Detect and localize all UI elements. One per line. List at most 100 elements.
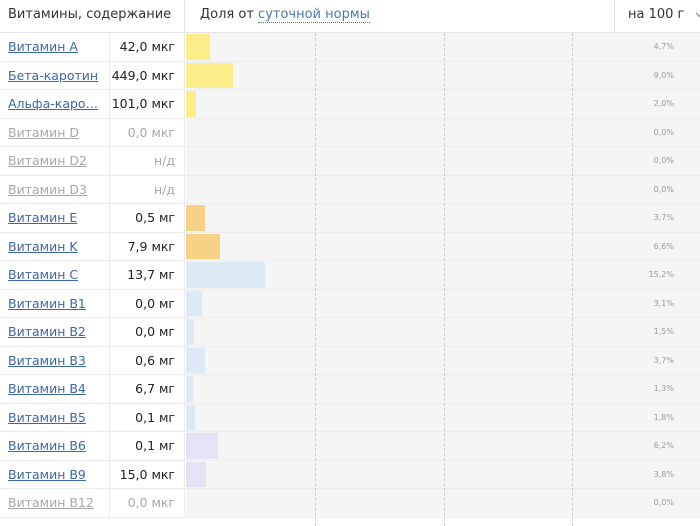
vitamin-value: н/д <box>110 147 185 175</box>
vitamin-value: 0,0 мг <box>110 289 185 317</box>
grid-line <box>444 33 445 526</box>
vitamin-name-link[interactable]: Витамин D <box>8 124 79 140</box>
vitamin-value: 449,0 мкг <box>110 61 185 89</box>
vitamin-value: 101,0 мкг <box>110 90 185 118</box>
vitamin-name-link[interactable]: Витамин B3 <box>8 352 86 368</box>
vitamin-value: 7,9 мкг <box>110 232 185 260</box>
table-row: Витамин A 42,0 мкг 4,7% <box>0 33 700 62</box>
table-row: Бета-каротин 449,0 мкг 9,0% <box>0 61 700 90</box>
vitamin-name-link[interactable]: Витамин B6 <box>8 438 86 453</box>
vitamin-name-link[interactable]: Витамин E <box>8 210 78 225</box>
daily-norm-link[interactable]: суточной нормы <box>258 7 370 23</box>
vitamin-name-cell: Витамин B6 <box>0 432 110 460</box>
share-bar <box>186 319 194 345</box>
table-row: Витамин B1 0,0 мг 3,1% <box>0 289 700 318</box>
vitamin-name-cell: Альфа-каро… <box>0 90 110 118</box>
share-bar <box>186 34 210 60</box>
grid-line <box>572 33 573 526</box>
vitamin-name-link[interactable]: Витамин B2 <box>8 324 86 339</box>
table-row: Витамин D 0,0 мкг 0,0% <box>0 118 700 147</box>
share-header: Доля от суточной нормы <box>200 0 370 32</box>
share-percent: 1,8% <box>653 412 674 422</box>
bar-track: 0,0% <box>186 489 700 517</box>
share-bar <box>186 233 220 259</box>
vitamin-name-cell: Витамин K <box>0 232 110 260</box>
share-bar <box>186 91 196 117</box>
share-percent: 2,0% <box>653 99 674 108</box>
table-row: Витамин B9 15,0 мкг 3,8% <box>0 460 700 489</box>
vitamin-name-link[interactable]: Витамин A <box>8 39 78 54</box>
vitamin-value: 0,1 мг <box>110 403 185 431</box>
vitamin-value: 0,1 мг <box>110 432 185 460</box>
share-percent: 3,8% <box>653 469 674 479</box>
share-percent: 0,0% <box>653 498 674 507</box>
vitamin-name-link[interactable]: Витамин B1 <box>8 295 86 311</box>
per-amount-dropdown[interactable]: на 100 г <box>614 0 700 32</box>
vitamin-value: 15,0 мкг <box>110 460 185 488</box>
bar-track: 0,0% <box>186 118 700 146</box>
share-percent: 1,5% <box>653 327 674 336</box>
share-prefix: Доля от <box>200 7 254 22</box>
vitamin-value: 0,0 мкг <box>110 118 185 146</box>
vitamin-value: 13,7 мг <box>110 261 185 289</box>
table-row: Витамин D3 н/д 0,0% <box>0 175 700 204</box>
grid-line <box>315 33 316 526</box>
vitamin-name-link[interactable]: Бета-каротин <box>8 67 99 83</box>
chevron-down-icon <box>695 12 700 18</box>
bar-track: 15,2% <box>186 261 700 289</box>
vitamin-name-cell: Витамин A <box>0 33 110 61</box>
table-header: Витамины, содержание Доля от суточной но… <box>0 0 700 33</box>
share-bar <box>186 62 233 88</box>
vitamin-name-link[interactable]: Витамин D3 <box>8 181 87 197</box>
bar-track: 0,0% <box>186 175 700 203</box>
vitamin-name-link[interactable]: Витамин B4 <box>8 381 86 396</box>
share-bar <box>186 347 205 373</box>
vitamin-value: 0,0 мкг <box>110 489 185 517</box>
vitamin-name-link[interactable]: Витамин C <box>8 267 79 282</box>
vitamin-name-link[interactable]: Альфа-каро… <box>8 96 99 111</box>
table-row: Витамин B6 0,1 мг 6,2% <box>0 432 700 461</box>
share-percent: 0,0% <box>653 184 674 194</box>
share-percent: 0,0% <box>653 156 674 165</box>
share-percent: 3,7% <box>653 213 674 222</box>
vitamin-value: 0,6 мг <box>110 346 185 374</box>
vitamin-value: 6,7 мг <box>110 375 185 403</box>
bar-track: 4,7% <box>186 33 700 61</box>
table-row: Витамин E 0,5 мг 3,7% <box>0 204 700 233</box>
bar-track: 3,7% <box>186 204 700 232</box>
vitamin-name-cell: Витамин B4 <box>0 375 110 403</box>
share-percent: 6,6% <box>653 241 674 251</box>
share-percent: 4,7% <box>653 42 674 51</box>
per-amount-label: на 100 г <box>628 7 685 22</box>
vitamin-name-cell: Витамин B9 <box>0 460 110 488</box>
table-row: Витамин K 7,9 мкг 6,6% <box>0 232 700 261</box>
table-row: Витамин B2 0,0 мг 1,5% <box>0 318 700 347</box>
bar-track: 0,0% <box>186 147 700 175</box>
vitamin-name-link[interactable]: Витамин B9 <box>8 466 86 482</box>
table-row: Витамин D2 н/д 0,0% <box>0 147 700 176</box>
vitamin-name-cell: Бета-каротин <box>0 61 110 89</box>
bar-track: 1,3% <box>186 375 700 403</box>
bar-track: 6,6% <box>186 232 700 260</box>
vitamin-name-cell: Витамин B1 <box>0 289 110 317</box>
share-bar <box>186 262 265 288</box>
vitamin-name-cell: Витамин D <box>0 118 110 146</box>
table-row: Альфа-каро… 101,0 мкг 2,0% <box>0 90 700 119</box>
vitamin-name-link[interactable]: Витамин K <box>8 238 78 254</box>
share-percent: 15,2% <box>648 270 674 279</box>
vitamin-name-link[interactable]: Витамин D2 <box>8 153 87 168</box>
share-percent: 6,2% <box>653 441 674 450</box>
share-bar <box>186 433 218 459</box>
vitamin-name-cell: Витамин D2 <box>0 147 110 175</box>
vitamin-rows: Витамин A 42,0 мкг 4,7% Бета-каротин 449,0 м… <box>0 33 700 518</box>
vitamin-name-link[interactable]: Витамин B12 <box>8 495 94 510</box>
vitamin-value: 42,0 мкг <box>110 33 185 61</box>
share-bar <box>186 290 202 316</box>
share-percent: 0,0% <box>653 127 674 137</box>
share-bar <box>186 205 205 231</box>
bar-track: 9,0% <box>186 61 700 89</box>
table-row: Витамин B4 6,7 мг 1,3% <box>0 375 700 404</box>
table-row: Витамин C 13,7 мг 15,2% <box>0 261 700 290</box>
bar-track: 6,2% <box>186 432 700 460</box>
vitamin-name-link[interactable]: Витамин B5 <box>8 409 86 425</box>
